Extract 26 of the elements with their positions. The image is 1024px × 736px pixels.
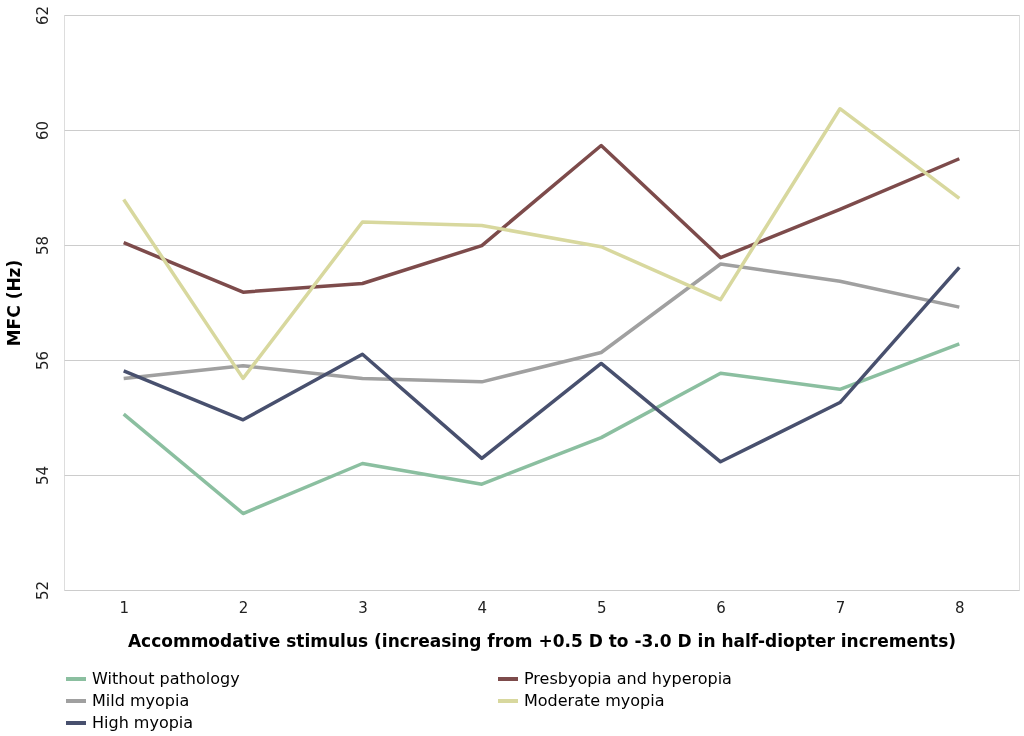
x-tick-label: 1 xyxy=(119,598,129,617)
line-series xyxy=(121,106,962,381)
y-tick-label: 58 xyxy=(33,235,52,256)
y-tick-label: 54 xyxy=(33,465,52,486)
legend-label: Moderate myopia xyxy=(524,691,665,710)
legend-label: Without pathology xyxy=(92,669,240,688)
x-tick-label: 3 xyxy=(358,598,368,617)
legend-label: Mild myopia xyxy=(92,691,190,710)
x-tick-label: 6 xyxy=(716,598,726,617)
x-tick-label: 4 xyxy=(477,598,488,617)
x-tick-label: 8 xyxy=(955,598,965,617)
x-axis-title: Accommodative stimulus (increasing from +0.5 D to -3.0 D in half-diopter increments) xyxy=(127,630,957,651)
legend-label: Presbyopia and hyperopia xyxy=(524,669,732,688)
y-tick-label: 56 xyxy=(33,350,52,371)
legend-label: High myopia xyxy=(92,713,194,732)
y-tick-label: 60 xyxy=(33,120,52,141)
line-series xyxy=(121,262,962,384)
y-tick-label: 62 xyxy=(33,5,52,26)
line-series xyxy=(121,342,962,516)
x-tick-label: 2 xyxy=(238,598,249,617)
y-axis-title: MFC (Hz) xyxy=(3,259,24,347)
x-tick-label: 7 xyxy=(835,598,846,617)
line-series xyxy=(121,265,962,464)
x-tick-label: 5 xyxy=(596,598,607,617)
line-series xyxy=(121,143,962,294)
y-tick-label: 52 xyxy=(33,580,52,601)
